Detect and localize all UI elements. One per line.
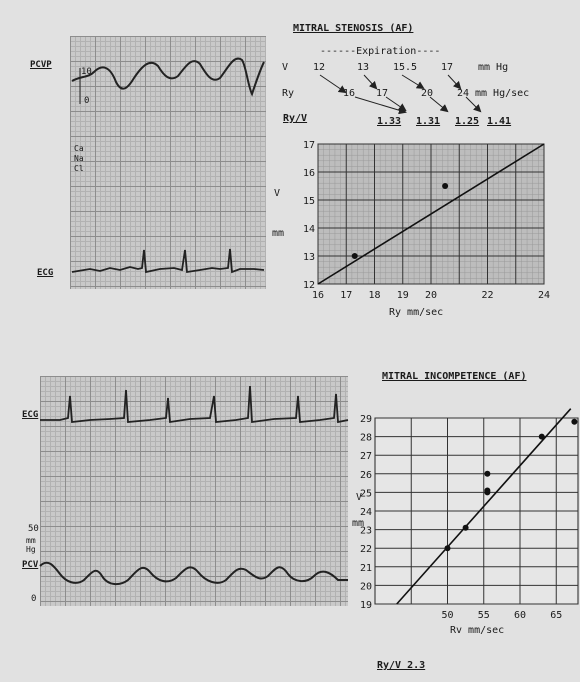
data-point xyxy=(571,418,578,425)
x-tick-label: 65 xyxy=(550,610,562,621)
chart0-ylabel-v: V xyxy=(274,188,281,199)
regression-line xyxy=(317,143,545,285)
arrow-3 xyxy=(401,74,425,90)
row-ratio-label: Ry/V xyxy=(283,113,308,124)
pcv-label: PCV xyxy=(22,560,39,570)
data-point xyxy=(484,470,491,477)
y-tick-label: 12 xyxy=(303,280,315,291)
data-point xyxy=(442,183,449,189)
scale-0-bottom-label: 0 xyxy=(31,594,37,604)
arrow-2 xyxy=(363,74,378,90)
x-tick-label: 55 xyxy=(478,610,490,621)
arrow-5 xyxy=(354,96,407,115)
scale-0-label: 0 xyxy=(84,96,90,106)
row-v-value-2: 13 xyxy=(357,62,370,73)
row-ry-value-4: 24 xyxy=(457,88,470,99)
row-v-value-4: 17 xyxy=(441,62,454,73)
row-ry-value-3: 20 xyxy=(421,88,434,99)
row-ry-value-2: 17 xyxy=(376,88,389,99)
ecg-label-bottom: ECG xyxy=(22,410,39,420)
x-tick-label: 18 xyxy=(368,290,380,301)
top-tracing-svg xyxy=(71,57,265,274)
y-tick-label: 17 xyxy=(303,140,315,151)
y-tick-label: 26 xyxy=(360,470,372,481)
row-ry-unit: mm Hg/sec xyxy=(475,88,530,99)
row-ratio-value-1: 1.33 xyxy=(377,116,402,127)
y-tick-label: 19 xyxy=(360,600,372,611)
x-tick-label: 60 xyxy=(514,610,526,621)
y-tick-label: 14 xyxy=(303,224,315,235)
chart1-xlabel: Rv mm/sec xyxy=(450,625,505,636)
annotation-line-ca: Ca xyxy=(74,144,84,153)
annotation-ca: Ca Na Cl xyxy=(74,144,84,174)
arrow-1 xyxy=(319,74,347,94)
data-point xyxy=(351,253,358,259)
x-tick-label: 19 xyxy=(397,290,409,301)
row-v-label: V xyxy=(282,62,289,73)
y-tick-label: 21 xyxy=(360,563,372,574)
mitral-stenosis-title: MITRAL STENOSIS (AF) xyxy=(293,23,414,34)
y-tick-label: 16 xyxy=(303,168,315,179)
row-v-value-1: 12 xyxy=(313,62,326,73)
arrow-8 xyxy=(465,96,482,113)
regression-line xyxy=(396,408,572,605)
footer-ratio: Ry/V 2.3 xyxy=(377,660,426,671)
x-tick-label: 20 xyxy=(425,290,437,301)
x-tick-label: 17 xyxy=(340,290,352,301)
pcvp-waveform xyxy=(71,57,265,97)
x-tick-label: 22 xyxy=(481,290,493,301)
row-ratio-value-2: 1.31 xyxy=(416,116,441,127)
annotation-line-na: Na xyxy=(74,154,84,163)
x-tick-label: 50 xyxy=(441,610,453,621)
chart1-ylabel-mm: mm xyxy=(352,518,365,529)
row-ry-label: Ry xyxy=(282,88,295,99)
y-tick-label: 28 xyxy=(360,433,372,444)
arrow-7 xyxy=(429,96,449,113)
scale-10-label: 10 xyxy=(81,67,92,77)
row-v-value-3: 15.5 xyxy=(393,62,418,73)
y-tick-label: 25 xyxy=(360,488,372,499)
pcv-waveform xyxy=(39,561,348,586)
data-point xyxy=(484,487,491,494)
chart1-ylabel-v: V xyxy=(356,492,363,503)
data-point xyxy=(538,433,545,440)
bottom-tracing-svg xyxy=(39,385,349,586)
y-tick-label: 20 xyxy=(360,581,372,592)
ecg-label-top: ECG xyxy=(37,268,54,278)
expiration-label: ------Expiration---- xyxy=(320,46,441,57)
mitral-incompetence-title: MITRAL INCOMPETENCE (AF) xyxy=(382,371,527,382)
x-tick-label: 16 xyxy=(312,290,324,301)
table-arrows xyxy=(319,74,482,115)
chart0-ylabel-mm: mm xyxy=(272,228,285,239)
y-tick-label: 29 xyxy=(360,414,372,425)
chart0-xlabel: Ry mm/sec xyxy=(389,307,444,318)
y-tick-label: 24 xyxy=(360,507,372,518)
scale-50-label: 50 xyxy=(28,524,39,534)
ecg-waveform-top xyxy=(71,248,265,274)
scale-unit-label: mm Hg xyxy=(26,536,36,554)
y-tick-label: 13 xyxy=(303,252,315,263)
ecg-waveform-bottom xyxy=(40,385,349,424)
y-tick-label: 22 xyxy=(360,544,372,555)
y-tick-label: 23 xyxy=(360,526,372,537)
row-v-unit: mm Hg xyxy=(478,62,509,73)
row-ratio-value-4: 1.41 xyxy=(487,116,512,127)
pcvp-label: PCVP xyxy=(30,60,52,70)
data-point xyxy=(462,524,469,531)
y-tick-label: 27 xyxy=(360,451,372,462)
arrow-4 xyxy=(447,74,462,90)
data-point xyxy=(444,545,451,552)
y-tick-label: 15 xyxy=(303,196,315,207)
x-tick-label: 24 xyxy=(538,290,550,301)
row-ry-value-1: 16 xyxy=(343,88,356,99)
annotation-line-cl: Cl xyxy=(74,164,84,173)
row-ratio-value-3: 1.25 xyxy=(455,116,480,127)
arrow-6 xyxy=(385,96,407,112)
